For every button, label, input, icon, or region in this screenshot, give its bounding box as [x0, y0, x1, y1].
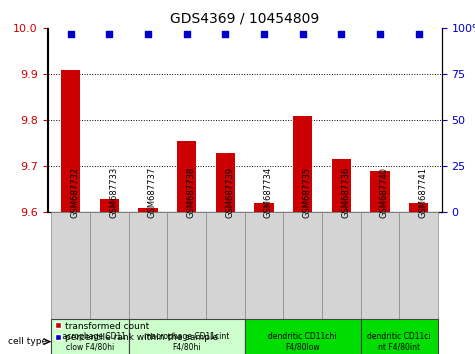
Point: [67, 31, 75, 37]
Text: GSM687734: GSM687734: [264, 167, 273, 218]
Bar: [245, 212, 283, 319]
Point: [144, 31, 152, 37]
Text: GSM687736: GSM687736: [341, 166, 350, 218]
Text: GSM687740: GSM687740: [380, 167, 389, 218]
Bar: [283, 212, 322, 319]
Bar: [399, 212, 438, 319]
Point: [337, 31, 345, 37]
Bar: [51, 319, 129, 354]
Point: [260, 31, 268, 37]
Point: [221, 31, 229, 37]
Legend: transformed count, percentile rank within the sample: transformed count, percentile rank withi…: [52, 318, 221, 346]
Bar: [254, 203, 274, 212]
Text: dendritic CD11chi
F4/80low: dendritic CD11chi F4/80low: [268, 332, 337, 351]
Bar: [138, 208, 158, 212]
Bar: [361, 319, 438, 354]
Text: GSM687737: GSM687737: [148, 166, 157, 218]
Point: [183, 31, 190, 37]
Bar: [361, 212, 399, 319]
Bar: [129, 212, 167, 319]
Bar: [245, 319, 361, 354]
Point: [105, 31, 113, 37]
Bar: [293, 116, 312, 212]
Bar: [177, 141, 196, 212]
Text: GSM687738: GSM687738: [187, 166, 196, 218]
Point: [299, 31, 306, 37]
Point: [415, 31, 422, 37]
Text: GSM687735: GSM687735: [303, 167, 312, 218]
Text: GSM687741: GSM687741: [418, 167, 428, 218]
Text: dendritic CD11ci
nt F4/80int: dendritic CD11ci nt F4/80int: [368, 332, 431, 351]
Bar: [322, 212, 361, 319]
Bar: [409, 203, 428, 212]
Text: macrophage CD11
clow F4/80hi: macrophage CD11 clow F4/80hi: [55, 332, 125, 351]
Bar: [61, 70, 80, 212]
Bar: [206, 212, 245, 319]
Bar: [129, 319, 245, 354]
Text: GSM687739: GSM687739: [225, 167, 234, 218]
Bar: [216, 153, 235, 212]
Bar: [51, 212, 90, 319]
Text: macrophage CD11cint
F4/80hi: macrophage CD11cint F4/80hi: [144, 332, 229, 351]
Text: cell type: cell type: [8, 337, 47, 346]
Bar: [167, 212, 206, 319]
Bar: [100, 199, 119, 212]
Text: GSM687733: GSM687733: [109, 166, 118, 218]
Point: [376, 31, 384, 37]
Title: GDS4369 / 10454809: GDS4369 / 10454809: [170, 12, 319, 26]
Text: GSM687732: GSM687732: [71, 167, 80, 218]
Bar: [370, 171, 390, 212]
Bar: [332, 159, 351, 212]
Bar: [90, 212, 129, 319]
